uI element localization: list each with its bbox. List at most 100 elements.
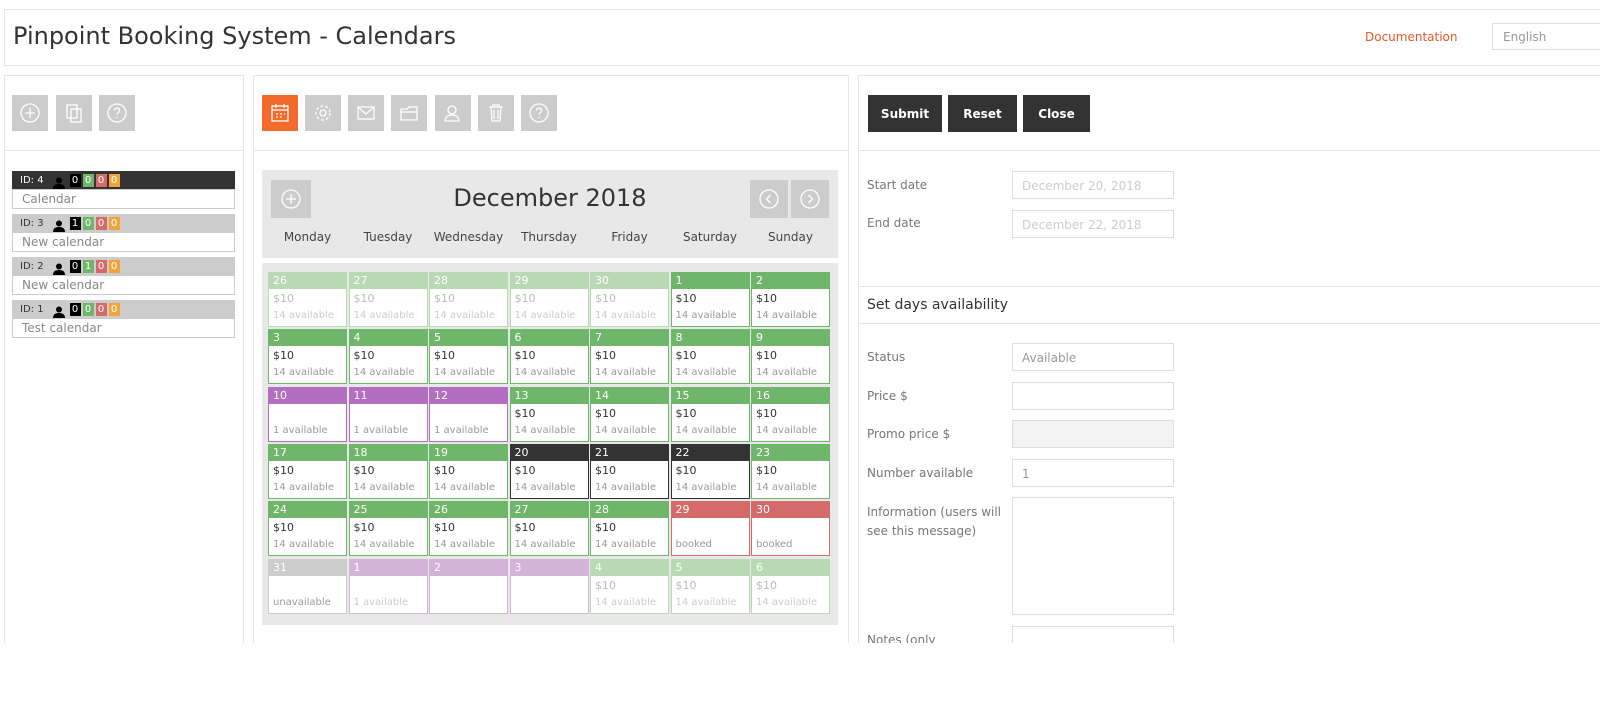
day-cell[interactable]: 23 $10 14 available bbox=[751, 443, 830, 499]
price-input[interactable] bbox=[1012, 382, 1174, 410]
calendar-item[interactable]: ID: 4 0 0 0 0 Calendar bbox=[12, 171, 235, 209]
day-number: 29 bbox=[510, 273, 588, 289]
day-cell[interactable]: 13 $10 14 available bbox=[509, 386, 589, 442]
day-number: 4 bbox=[349, 330, 427, 347]
day-cell[interactable]: 4 $10 14 available bbox=[590, 558, 669, 614]
count-badge: 0 bbox=[108, 216, 120, 230]
day-cell[interactable]: 5 $10 14 available bbox=[670, 558, 750, 614]
previous-month[interactable] bbox=[750, 180, 788, 218]
day-cell[interactable]: 31 unavailable bbox=[268, 558, 347, 614]
day-availability: 14 available bbox=[595, 481, 657, 493]
day-cell[interactable]: 28 $10 14 available bbox=[429, 272, 508, 327]
day-price bbox=[350, 576, 427, 594]
day-cell[interactable]: 22 $10 14 available bbox=[670, 443, 750, 499]
day-cell[interactable]: 1 1 available bbox=[348, 558, 428, 614]
end-date-input[interactable]: December 22, 2018 bbox=[1012, 210, 1174, 238]
day-cell[interactable]: 6 $10 14 available bbox=[751, 558, 830, 614]
day-cell[interactable]: 28 $10 14 available bbox=[590, 501, 669, 557]
day-cell[interactable]: 4 $10 14 available bbox=[348, 329, 428, 385]
day-price: $10 bbox=[514, 292, 536, 305]
day-cell[interactable]: 1 $10 14 available bbox=[670, 272, 750, 327]
calendar-id: ID: 1 bbox=[20, 303, 44, 315]
day-cell[interactable]: 8 $10 14 available bbox=[670, 329, 750, 385]
day-cell[interactable]: 6 $10 14 available bbox=[509, 329, 589, 385]
weekday: Monday bbox=[283, 230, 332, 244]
form-button[interactable]: Reset bbox=[948, 95, 1017, 132]
language-select[interactable]: English bbox=[1492, 23, 1600, 50]
count-badge: 0 bbox=[108, 173, 120, 187]
day-cell[interactable]: 18 $10 14 available bbox=[348, 443, 428, 499]
help-button[interactable] bbox=[99, 95, 135, 131]
day-cell[interactable]: 14 $10 14 available bbox=[590, 386, 669, 442]
form-button[interactable]: Close bbox=[1023, 95, 1090, 132]
day-price: $10 bbox=[756, 463, 777, 477]
day-cell[interactable]: 2 bbox=[429, 558, 508, 614]
day-price bbox=[752, 518, 829, 536]
status-select[interactable]: Available bbox=[1012, 343, 1174, 371]
calendar-item[interactable]: ID: 1 0 0 0 0 Test calendar bbox=[12, 300, 235, 338]
day-cell[interactable]: 15 $10 14 available bbox=[670, 386, 750, 442]
calendar-id: ID: 4 bbox=[20, 174, 44, 186]
day-number: 27 bbox=[349, 273, 427, 289]
calendar-item[interactable]: ID: 2 0 1 0 0 New calendar bbox=[12, 257, 235, 295]
day-price bbox=[430, 404, 507, 422]
day-cell[interactable]: 17 $10 14 available bbox=[268, 443, 347, 499]
day-cell[interactable]: 27 $10 14 available bbox=[509, 501, 589, 557]
day-availability: booked bbox=[675, 539, 713, 551]
users-tab[interactable] bbox=[435, 95, 471, 131]
day-price: $10 bbox=[595, 349, 616, 363]
settings-tab[interactable] bbox=[305, 95, 341, 131]
day-cell[interactable]: 24 $10 14 available bbox=[268, 501, 347, 557]
day-cell[interactable]: 29 booked bbox=[670, 501, 750, 557]
day-cell[interactable]: 16 $10 14 available bbox=[751, 386, 830, 442]
day-number: 19 bbox=[430, 444, 507, 461]
duplicate-button[interactable] bbox=[56, 95, 92, 131]
promo-input[interactable] bbox=[1012, 420, 1174, 448]
day-cell[interactable]: 3 bbox=[509, 558, 589, 614]
count-badge: 0 bbox=[82, 173, 94, 187]
day-cell[interactable]: 30 $10 14 available bbox=[590, 272, 669, 327]
help-tab[interactable] bbox=[521, 95, 557, 131]
day-number: 3 bbox=[510, 559, 588, 576]
day-number: 28 bbox=[591, 502, 668, 519]
day-cell[interactable]: 10 1 available bbox=[268, 386, 347, 442]
form-button[interactable]: Submit bbox=[868, 95, 942, 132]
header-bar bbox=[4, 9, 1600, 66]
day-cell[interactable]: 9 $10 14 available bbox=[751, 329, 830, 385]
delete-tab[interactable] bbox=[478, 95, 514, 131]
day-price bbox=[511, 576, 588, 594]
day-price: $10 bbox=[434, 463, 455, 477]
day-cell[interactable]: 20 $10 14 available bbox=[509, 443, 589, 499]
day-availability: 14 available bbox=[353, 481, 415, 493]
info-textarea[interactable] bbox=[1012, 497, 1174, 615]
day-cell[interactable]: 21 $10 14 available bbox=[590, 443, 669, 499]
day-cell[interactable]: 3 $10 14 available bbox=[268, 329, 347, 385]
day-cell[interactable]: 30 booked bbox=[751, 501, 830, 557]
day-cell[interactable]: 12 1 available bbox=[429, 386, 508, 442]
documentation-link[interactable]: Documentation bbox=[1365, 30, 1458, 44]
number-input[interactable]: 1 bbox=[1012, 459, 1174, 487]
day-cell[interactable]: 19 $10 14 available bbox=[429, 443, 508, 499]
day-cell[interactable]: 27 $10 14 available bbox=[348, 272, 428, 327]
calendar-item[interactable]: ID: 3 1 0 0 0 New calendar bbox=[12, 214, 235, 252]
add-button[interactable] bbox=[12, 95, 48, 131]
day-availability: 14 available bbox=[273, 539, 335, 551]
day-cell[interactable]: 26 $10 14 available bbox=[429, 501, 508, 557]
forms-tab[interactable] bbox=[391, 95, 427, 131]
add-period-button[interactable] bbox=[271, 180, 311, 218]
day-cell[interactable]: 7 $10 14 available bbox=[590, 329, 669, 385]
day-cell[interactable]: 25 $10 14 available bbox=[348, 501, 428, 557]
day-cell[interactable]: 5 $10 14 available bbox=[429, 329, 508, 385]
day-cell[interactable]: 29 $10 14 available bbox=[509, 272, 589, 327]
start-date-input[interactable]: December 20, 2018 bbox=[1012, 171, 1174, 199]
next-month[interactable] bbox=[791, 180, 829, 218]
day-price: $10 bbox=[595, 463, 616, 477]
calendar-tab[interactable] bbox=[262, 95, 298, 131]
day-availability: 14 available bbox=[595, 367, 657, 379]
day-cell[interactable]: 11 1 available bbox=[348, 386, 428, 442]
day-cell[interactable]: 26 $10 14 available bbox=[268, 272, 347, 327]
day-cell[interactable]: 2 $10 14 available bbox=[751, 272, 830, 327]
day-price: $10 bbox=[675, 292, 697, 305]
email-tab[interactable] bbox=[348, 95, 384, 131]
